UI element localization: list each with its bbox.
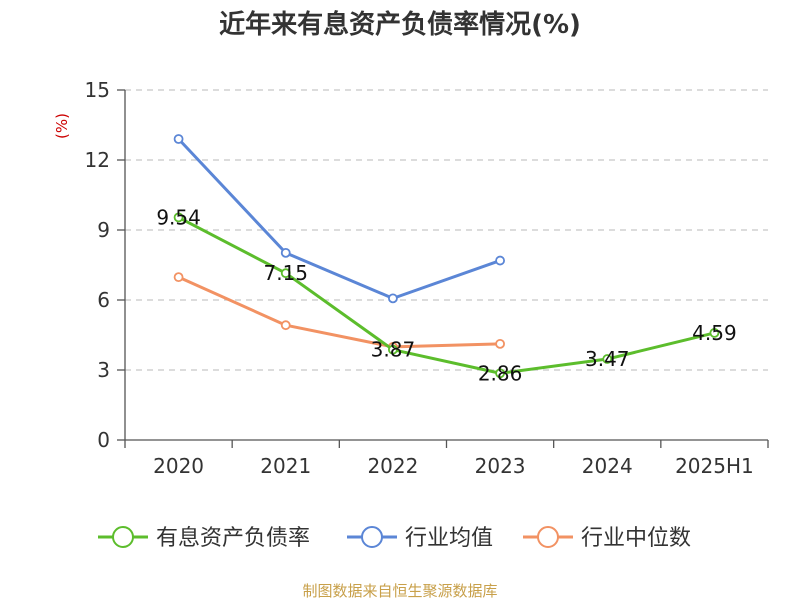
x-tick-label: 2025H1 bbox=[675, 454, 754, 478]
data-point bbox=[495, 368, 505, 379]
series-line-1 bbox=[177, 137, 501, 300]
y-tick-label: 3 bbox=[97, 358, 110, 382]
data-label: 4.59 bbox=[692, 321, 737, 345]
y-tick-label: 0 bbox=[97, 428, 110, 452]
x-tick-label: 2024 bbox=[582, 454, 633, 478]
y-tick-label: 15 bbox=[85, 78, 110, 102]
x-tick-label: 2021 bbox=[260, 454, 311, 478]
legend-label: 行业中位数 bbox=[581, 526, 691, 551]
x-tick-label: 2022 bbox=[367, 454, 418, 478]
x-tick-label: 2023 bbox=[475, 454, 526, 478]
data-point bbox=[709, 327, 720, 338]
data-point bbox=[495, 338, 505, 349]
data-point bbox=[280, 320, 291, 331]
legend-swatch-marker bbox=[361, 526, 383, 548]
data-point bbox=[173, 212, 184, 223]
y-tick-label: 6 bbox=[97, 288, 110, 312]
chart-title: 近年来有息资产负债率情况(%) bbox=[219, 10, 581, 40]
data-label: 7.15 bbox=[263, 261, 308, 285]
data-label: 9.54 bbox=[156, 205, 201, 229]
data-label: 3.87 bbox=[371, 338, 416, 362]
y-tick-label: 9 bbox=[97, 218, 110, 242]
x-tick-label: 2020 bbox=[153, 454, 204, 478]
data-label: 2.86 bbox=[478, 361, 523, 385]
data-point bbox=[173, 272, 184, 283]
legend-swatch-marker bbox=[537, 526, 559, 548]
data-point bbox=[495, 255, 505, 266]
data-point bbox=[388, 344, 398, 355]
y-axis-unit-label: (%) bbox=[53, 113, 71, 139]
data-point bbox=[280, 268, 291, 279]
y-tick-label: 12 bbox=[85, 148, 110, 172]
source-footer: 制图数据来自恒生聚源数据库 bbox=[302, 582, 498, 600]
legend-label: 行业均值 bbox=[405, 526, 493, 551]
legend-label: 有息资产负债率 bbox=[156, 526, 310, 551]
series-line-0 bbox=[177, 216, 715, 375]
data-point bbox=[602, 354, 613, 364]
data-point bbox=[280, 247, 291, 258]
legend-swatch-marker bbox=[112, 526, 134, 548]
series-line-2 bbox=[177, 275, 501, 349]
data-point bbox=[173, 134, 184, 144]
data-label: 3.47 bbox=[585, 347, 630, 371]
data-point bbox=[388, 293, 398, 304]
